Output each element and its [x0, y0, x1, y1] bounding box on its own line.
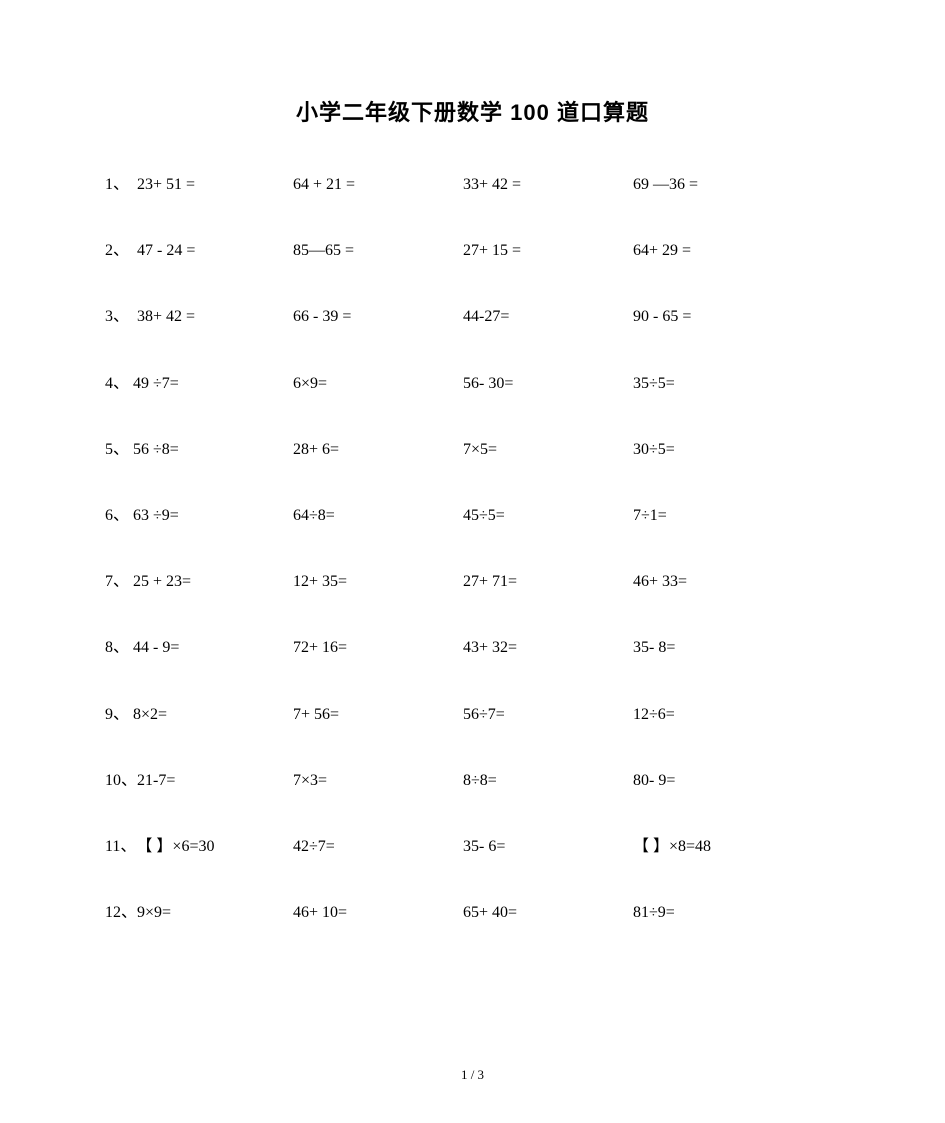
cell-2: 28+ 6= — [293, 440, 463, 459]
expr: 56 ÷8= — [133, 441, 179, 458]
problem-row: 11、【 】×6=30 42÷7= 35- 6= 【 】×8=48 — [105, 837, 840, 856]
cell-2: 66 - 39 = — [293, 307, 463, 326]
cell-2: 12+ 35= — [293, 572, 463, 591]
problem-row: 3、 38+ 42 = 66 - 39 = 44-27= 90 - 65 = — [105, 307, 840, 326]
row-number: 3、 — [105, 307, 133, 326]
row-number: 9、 — [105, 705, 133, 724]
cell-2: 6×9= — [293, 374, 463, 393]
expr: 47 - 24 = — [137, 242, 195, 259]
cell-1: 10、21-7= — [105, 771, 293, 790]
cell-3: 35- 6= — [463, 837, 633, 856]
row-number: 2、 — [105, 241, 133, 260]
cell-3: 56- 30= — [463, 374, 633, 393]
cell-3: 27+ 15 = — [463, 241, 633, 260]
cell-2: 85—65 = — [293, 241, 463, 260]
row-number: 5、 — [105, 440, 133, 459]
cell-2: 64÷8= — [293, 506, 463, 525]
cell-3: 65+ 40= — [463, 903, 633, 922]
cell-4: 35÷5= — [633, 374, 675, 393]
row-number: 11、 — [105, 837, 136, 856]
cell-2: 7×3= — [293, 771, 463, 790]
cell-2: 46+ 10= — [293, 903, 463, 922]
cell-4: 90 - 65 = — [633, 307, 691, 326]
expr: 9×9= — [137, 904, 171, 921]
cell-4: 12÷6= — [633, 705, 675, 724]
cell-3: 33+ 42 = — [463, 175, 633, 194]
cell-3: 8÷8= — [463, 771, 633, 790]
cell-1: 9、8×2= — [105, 705, 293, 724]
cell-1: 6、63 ÷9= — [105, 506, 293, 525]
problem-rows: 1、 23+ 51 = 64 + 21 = 33+ 42 = 69 —36 = … — [105, 175, 840, 922]
cell-4: 7÷1= — [633, 506, 667, 525]
problem-row: 10、21-7= 7×3= 8÷8= 80- 9= — [105, 771, 840, 790]
problem-row: 4、49 ÷7= 6×9= 56- 30= 35÷5= — [105, 374, 840, 393]
problem-row: 6、63 ÷9= 64÷8= 45÷5= 7÷1= — [105, 506, 840, 525]
page-footer: 1 / 3 — [0, 1067, 945, 1083]
problem-row: 1、 23+ 51 = 64 + 21 = 33+ 42 = 69 —36 = — [105, 175, 840, 194]
cell-4: 64+ 29 = — [633, 241, 691, 260]
row-number: 12、 — [105, 903, 137, 922]
problem-row: 7、25 + 23= 12+ 35= 27+ 71= 46+ 33= — [105, 572, 840, 591]
problem-row: 12、9×9= 46+ 10= 65+ 40= 81÷9= — [105, 903, 840, 922]
cell-2: 42÷7= — [293, 837, 463, 856]
cell-4: 【 】×8=48 — [633, 837, 711, 856]
row-number: 4、 — [105, 374, 133, 393]
expr: 49 ÷7= — [133, 375, 179, 392]
cell-4: 46+ 33= — [633, 572, 687, 591]
page-title: 小学二年级下册数学 100 道口算题 — [105, 95, 840, 127]
cell-4: 30÷5= — [633, 440, 675, 459]
cell-4: 80- 9= — [633, 771, 675, 790]
cell-1: 12、9×9= — [105, 903, 293, 922]
cell-4: 81÷9= — [633, 903, 675, 922]
row-number: 10、 — [105, 771, 137, 790]
cell-1: 8、44 - 9= — [105, 638, 293, 657]
expr: 【 】×6=30 — [136, 838, 214, 855]
expr: 23+ 51 = — [137, 176, 195, 193]
problem-row: 9、8×2= 7+ 56= 56÷7= 12÷6= — [105, 705, 840, 724]
problem-row: 5、56 ÷8= 28+ 6= 7×5= 30÷5= — [105, 440, 840, 459]
cell-4: 69 —36 = — [633, 175, 698, 194]
cell-1: 3、 38+ 42 = — [105, 307, 293, 326]
cell-1: 2、 47 - 24 = — [105, 241, 293, 260]
cell-2: 72+ 16= — [293, 638, 463, 657]
row-number: 7、 — [105, 572, 133, 591]
expr: 38+ 42 = — [137, 308, 195, 325]
row-number: 8、 — [105, 638, 133, 657]
worksheet-page: 小学二年级下册数学 100 道口算题 1、 23+ 51 = 64 + 21 =… — [0, 0, 945, 962]
cell-1: 7、25 + 23= — [105, 572, 293, 591]
expr: 21-7= — [137, 772, 175, 789]
cell-1: 5、56 ÷8= — [105, 440, 293, 459]
cell-3: 44-27= — [463, 307, 633, 326]
cell-2: 7+ 56= — [293, 705, 463, 724]
problem-row: 8、44 - 9= 72+ 16= 43+ 32= 35- 8= — [105, 638, 840, 657]
expr: 63 ÷9= — [133, 507, 179, 524]
row-number: 1、 — [105, 175, 133, 194]
expr: 25 + 23= — [133, 573, 191, 590]
problem-row: 2、 47 - 24 = 85—65 = 27+ 15 = 64+ 29 = — [105, 241, 840, 260]
cell-3: 43+ 32= — [463, 638, 633, 657]
cell-3: 7×5= — [463, 440, 633, 459]
expr: 44 - 9= — [133, 639, 179, 656]
cell-3: 56÷7= — [463, 705, 633, 724]
cell-1: 1、 23+ 51 = — [105, 175, 293, 194]
cell-3: 27+ 71= — [463, 572, 633, 591]
cell-4: 35- 8= — [633, 638, 675, 657]
cell-1: 4、49 ÷7= — [105, 374, 293, 393]
row-number: 6、 — [105, 506, 133, 525]
expr: 8×2= — [133, 706, 167, 723]
cell-1: 11、【 】×6=30 — [105, 837, 293, 856]
cell-2: 64 + 21 = — [293, 175, 463, 194]
cell-3: 45÷5= — [463, 506, 633, 525]
